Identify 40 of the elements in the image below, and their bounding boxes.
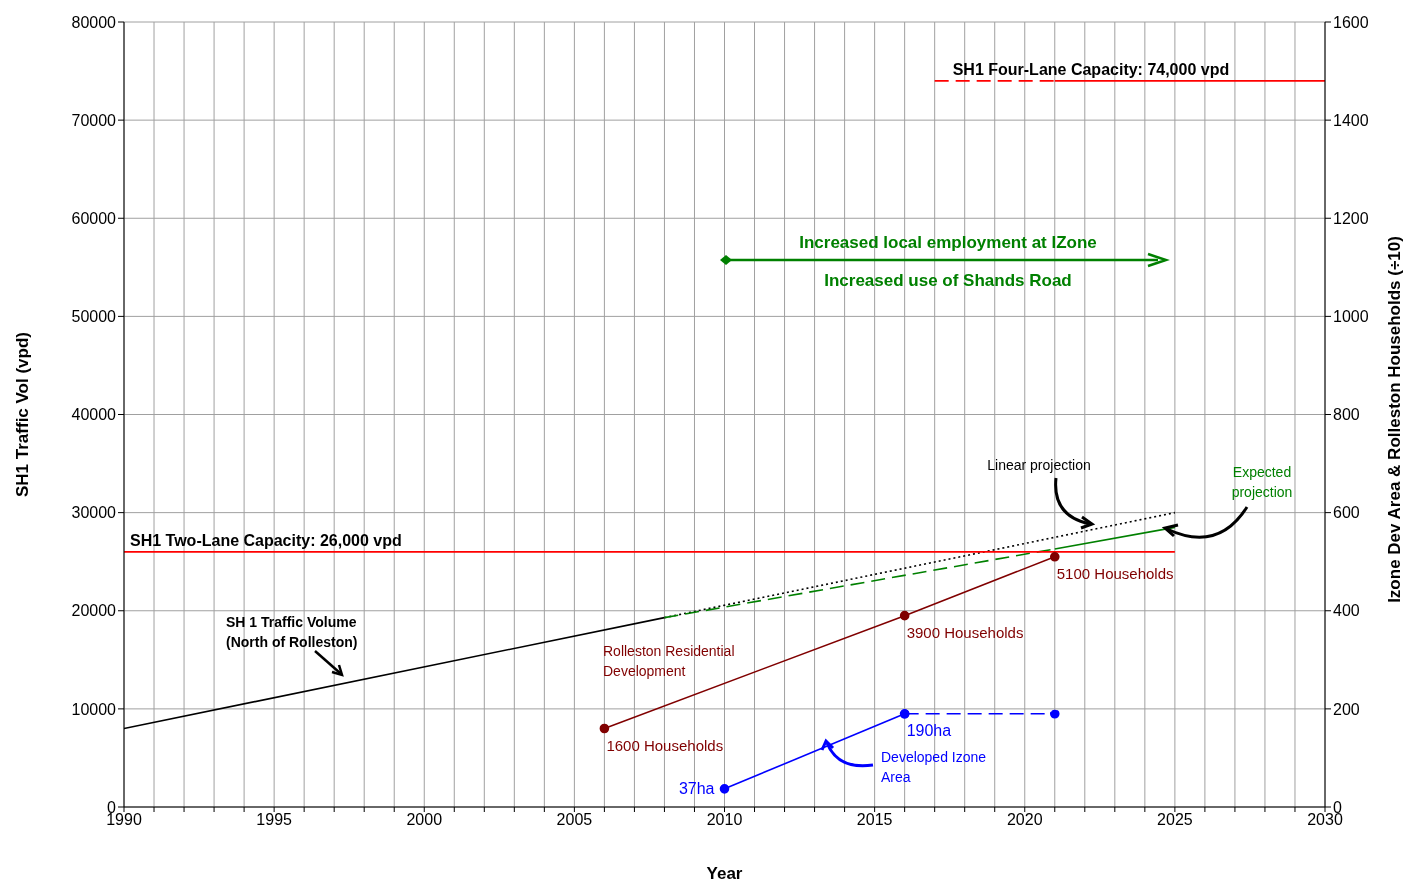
x-tick-label: 2010 [706, 811, 743, 829]
y-tick-label: 40000 [71, 406, 117, 424]
annotation: 3900 Households [906, 623, 1024, 641]
x-tick-label: 2005 [556, 811, 593, 829]
text: SH 1 Traffic Volume (North of Rolleston) [226, 614, 358, 650]
y-tick-label: 50000 [71, 308, 117, 326]
y2-tick-label: 1600 [1333, 13, 1369, 31]
y2-tick-label: 1200 [1333, 209, 1369, 227]
y-tick-label: 80000 [71, 13, 117, 31]
y2-tick-label: 400 [1333, 602, 1360, 620]
legend-label: Developed Izone Area [881, 749, 987, 785]
text: Linear projection [987, 457, 1091, 473]
y-tick-label: 10000 [71, 700, 117, 718]
x-tick-label: 2015 [856, 811, 893, 829]
y-tick-label: 20000 [71, 602, 117, 620]
annotation: 1600 Households [606, 736, 724, 754]
x-tick-label: 2000 [406, 811, 443, 829]
y2-tick-label: 800 [1333, 406, 1360, 424]
data-label: 37ha [678, 779, 715, 797]
annotation: Increased use of Shands Road [824, 271, 1072, 290]
annotation: SH1 Two-Lane Capacity: 26,000 vpd [130, 531, 402, 549]
data-label: 190ha [906, 721, 952, 739]
y2-axis-title: Izone Dev Area & Rolleston Households (÷10) [1385, 236, 1404, 603]
annotation: 5100 Households [1056, 564, 1174, 582]
series-label: Rolleston Residential Development [603, 643, 735, 679]
text: Expected projection [1231, 464, 1293, 500]
y-tick-label: 30000 [71, 504, 117, 522]
annotation: Increased local employment at IZone [799, 233, 1097, 252]
y-tick-label: 60000 [71, 209, 117, 227]
annotation: SH1 Four-Lane Capacity: 74,000 vpd [952, 60, 1230, 78]
y2-tick-label: 1000 [1333, 308, 1369, 326]
x-axis-title: Year [706, 864, 743, 883]
x-tick-label: 2025 [1157, 811, 1193, 829]
y-axis-title: SH1 Traffic Vol (vpd) [13, 332, 32, 497]
y-tick-label: 70000 [71, 111, 117, 129]
y2-tick-label: 1400 [1333, 111, 1369, 129]
x-tick-label: 2020 [1006, 811, 1043, 829]
x-tick-label: 1995 [256, 811, 293, 829]
y2-tick-label: 200 [1333, 700, 1360, 718]
y2-tick-label: 600 [1333, 504, 1360, 522]
